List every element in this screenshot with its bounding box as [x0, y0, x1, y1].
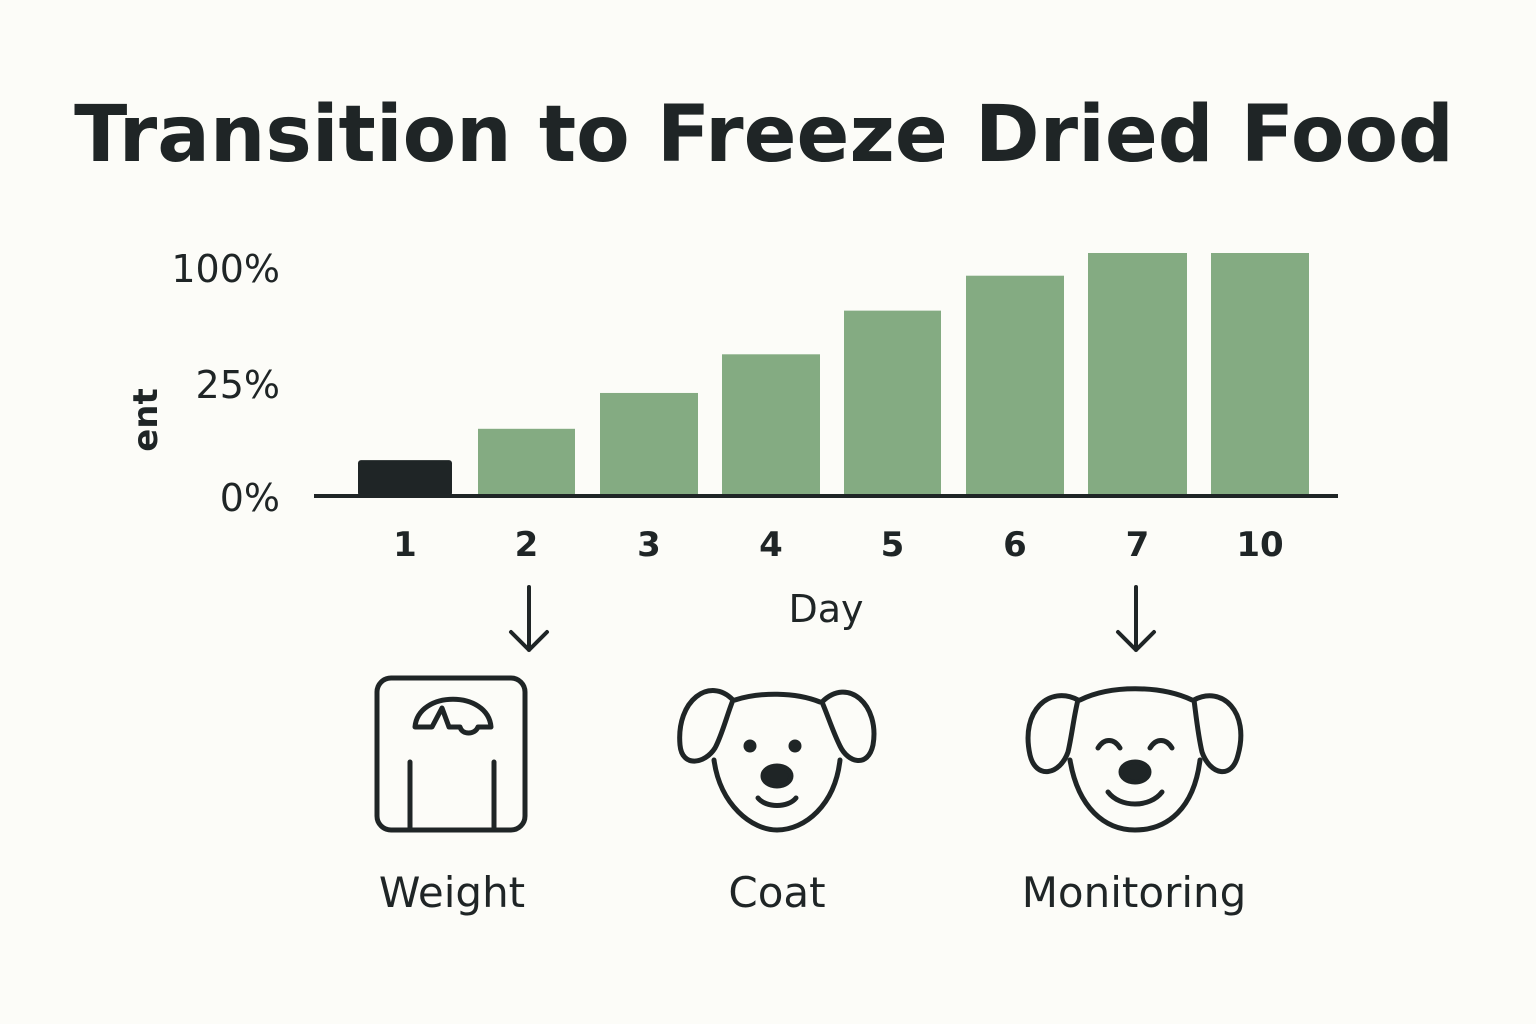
bar-day-3	[600, 392, 698, 496]
scale-icon	[374, 675, 528, 833]
y-axis-label: ent	[126, 388, 166, 452]
arrow-down-icon	[509, 585, 549, 652]
bar-day-5	[844, 310, 941, 496]
x-tick-label: 5	[881, 525, 905, 565]
x-axis-label: Day	[788, 587, 863, 631]
x-tick-label: 1	[393, 525, 417, 565]
y-tick-label: 100%	[171, 247, 280, 291]
bar-day-6	[966, 275, 1064, 496]
y-tick-label: 0%	[220, 476, 280, 520]
happy-dog-icon	[1025, 686, 1244, 833]
x-tick-label: 6	[1003, 525, 1027, 565]
bar-day-2	[478, 428, 575, 496]
icon-label-weight: Weight	[379, 868, 525, 917]
bar-day-10	[1211, 253, 1309, 496]
x-tick-label: 7	[1126, 525, 1150, 565]
x-tick-label: 4	[759, 525, 783, 565]
bar-day-7	[1088, 253, 1187, 496]
y-tick-label: 25%	[196, 363, 280, 407]
arrow-down-icon	[1116, 585, 1156, 652]
bar-day-1	[358, 460, 452, 496]
x-tick-label: 10	[1236, 525, 1283, 565]
x-tick-label: 2	[515, 525, 539, 565]
chart-title: Transition to Freeze Dried Food	[74, 90, 1454, 180]
bar-day-4	[722, 354, 820, 496]
icon-label-coat: Coat	[728, 868, 825, 917]
x-tick-label: 3	[637, 525, 661, 565]
dog-icon	[677, 688, 877, 833]
icon-label-monitoring: Monitoring	[1022, 868, 1247, 917]
